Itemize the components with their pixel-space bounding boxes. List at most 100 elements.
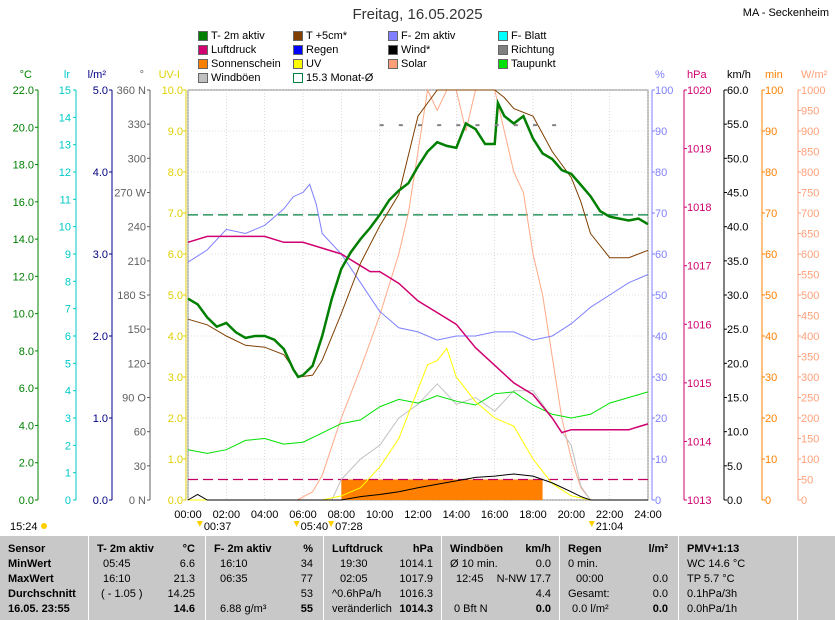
rain-axis-tick: 5.0 xyxy=(93,85,108,97)
x-tick: 02:00 xyxy=(213,509,241,521)
direction-dot xyxy=(437,124,442,127)
x-tick: 04:00 xyxy=(251,509,279,521)
wm2-axis-tick: 0 xyxy=(801,495,807,507)
hum-min-value: 34 xyxy=(300,558,313,570)
hum-absolute: 6.88 g/m³ xyxy=(220,603,267,615)
min-axis-tick: 70 xyxy=(765,208,777,220)
direction-dot xyxy=(475,124,480,127)
kmh-axis-tick: 0.0 xyxy=(727,495,742,507)
hpa-axis-tick: 1018 xyxy=(687,202,711,214)
legend-swatch xyxy=(198,73,208,83)
moonset-label: 00:37 xyxy=(204,521,232,533)
direction-dot xyxy=(533,124,537,127)
legend-item: Richtung xyxy=(498,44,554,56)
pressure-3h: 0.1hPa/3h xyxy=(687,588,738,600)
legend-swatch xyxy=(293,45,303,55)
direction-dot xyxy=(456,124,461,127)
summary-rain-column: Regen l/m² 0 min. 00:00 0.0 Gesamt: 0.0 0.0… xyxy=(560,536,678,620)
sensor-header: Sensor xyxy=(8,543,46,555)
current-time-icon xyxy=(41,523,47,529)
legend-label: UV xyxy=(306,58,322,70)
legend-item: Taupunkt xyxy=(498,58,556,70)
sunrise-marker xyxy=(293,521,300,527)
temp-axis-unit: °C xyxy=(20,69,32,81)
legend-swatch xyxy=(498,45,508,55)
lr-axis-unit: lr xyxy=(64,69,70,81)
hum-unit: % xyxy=(303,543,313,555)
rain-header: Regen xyxy=(568,543,602,555)
legend-label: Luftdruck xyxy=(211,44,257,56)
wm2-axis-tick: 650 xyxy=(801,229,819,241)
legend-swatch xyxy=(198,31,208,41)
wm2-axis-tick: 600 xyxy=(801,249,819,261)
kmh-axis-tick: 60.0 xyxy=(727,85,748,97)
hum-axis-tick: 20 xyxy=(655,413,667,425)
press-tendency: veränderlich xyxy=(332,603,392,615)
min-axis-tick: 100 xyxy=(765,85,783,97)
series-line xyxy=(187,183,649,341)
dir-axis-tick: 120 xyxy=(128,358,146,370)
sunset-marker xyxy=(588,521,595,527)
hum-axis-tick: 40 xyxy=(655,331,667,343)
dir-axis-tick: 240 xyxy=(128,222,146,234)
summary-pmv-column: PMV+1:13 WC 14.6 °C TP 5.7 °C 0.1hPa/3h … xyxy=(679,536,797,620)
press-min-value: 1014.1 xyxy=(399,558,433,570)
dir-axis-unit: ° xyxy=(140,69,144,81)
lr-axis-tick: 9 xyxy=(65,249,71,261)
kmh-axis-tick: 5.0 xyxy=(727,461,742,473)
wm2-axis-tick: 450 xyxy=(801,311,819,323)
uv-axis-tick: 9.0 xyxy=(168,126,183,138)
wm2-axis-tick: 150 xyxy=(801,434,819,446)
lr-axis-tick: 12 xyxy=(59,167,71,179)
summary-humidity-column: F- 2m aktiv% 16:10 34 06:35 77 53 6.88 g/m… xyxy=(206,536,323,620)
dir-axis-tick: 30 xyxy=(134,461,146,473)
uv-axis-tick: 5.0 xyxy=(168,290,183,302)
hum-axis-tick: 60 xyxy=(655,249,667,261)
current-datetime: 16.05. 23:55 xyxy=(8,603,70,615)
legend: T- 2m aktiv T +5cm* F- 2m aktiv F- Blatt Luf… xyxy=(198,30,578,88)
legend-swatch xyxy=(198,59,208,69)
wm2-axis-tick: 1000 xyxy=(801,85,825,97)
summary-pressure-column: Luftdruck hPa 19:30 1014.1 02:05 1017.9 ^0.… xyxy=(324,536,441,620)
summary-table: Sensor MinWert MaxWert Durchschnitt 16.0… xyxy=(0,536,835,620)
pressure-1h: 0.0hPa/1h xyxy=(687,603,738,615)
lr-axis-tick: 15 xyxy=(59,85,71,97)
uv-axis-tick: 6.0 xyxy=(168,249,183,261)
press-max-value: 1017.9 xyxy=(399,573,433,585)
uv-axis-tick: 10.0 xyxy=(162,85,183,97)
wm2-axis-tick: 350 xyxy=(801,352,819,364)
temp-diff: ( - 1.05 ) xyxy=(101,588,143,600)
gust-max-time: 12:45 xyxy=(456,573,484,585)
hum-axis-tick: 0 xyxy=(655,495,661,507)
legend-label: Sonnenschein xyxy=(211,58,281,70)
rain-current-value: 0.0 xyxy=(652,603,668,615)
dir-axis-tick: 330 xyxy=(128,119,146,131)
hpa-axis-unit: hPa xyxy=(687,69,707,81)
legend-item: T +5cm* xyxy=(293,30,347,42)
kmh-axis-tick: 15.0 xyxy=(727,393,748,405)
direction-dot xyxy=(494,124,499,127)
direction-dot xyxy=(552,124,557,127)
gust-avg10-value: 0.0 xyxy=(535,558,551,570)
station-name: MA - Seckenheim xyxy=(742,7,829,19)
wm2-axis-tick: 800 xyxy=(801,167,819,179)
series-line xyxy=(187,391,649,454)
press-max-time: 02:05 xyxy=(340,573,368,585)
rain-total-value: 0.0 xyxy=(652,588,668,600)
press-header: Luftdruck xyxy=(332,543,383,555)
weather-chart: 22.020.018.016.014.012.010.08.06.04.02.0… xyxy=(10,69,828,533)
lr-axis-tick: 14 xyxy=(59,112,71,124)
uv-axis-tick: 8.0 xyxy=(168,167,183,179)
lr-axis-tick: 10 xyxy=(59,222,71,234)
hpa-axis-tick: 1020 xyxy=(687,85,711,97)
x-tick: 24:00 xyxy=(634,509,662,521)
min-axis-tick: 0 xyxy=(765,495,771,507)
legend-label: F- Blatt xyxy=(511,30,547,42)
wm2-axis-tick: 850 xyxy=(801,147,819,159)
dir-axis-tick: 270 W xyxy=(114,188,146,200)
wm2-axis-tick: 750 xyxy=(801,188,819,200)
legend-item: Luftdruck xyxy=(198,44,256,56)
windchill: WC 14.6 °C xyxy=(687,558,746,570)
gust-header: Windböen xyxy=(450,543,504,555)
x-tick: 08:00 xyxy=(328,509,356,521)
